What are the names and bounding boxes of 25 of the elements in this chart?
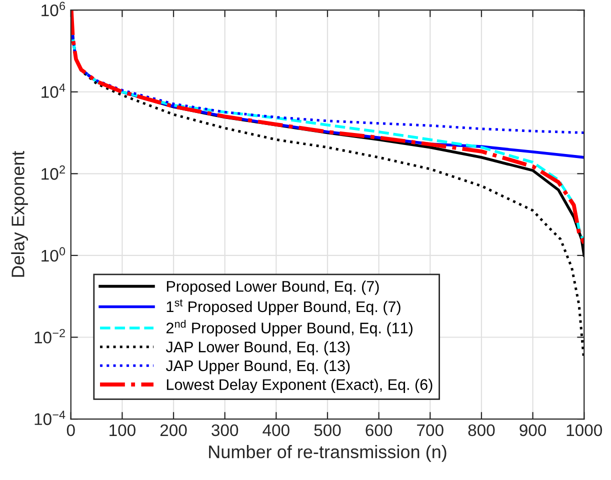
y-tick-label: 10$^{4}$ (42, 84, 66, 98)
x-tick-label: 700 (417, 424, 444, 436)
x-tick-label: 900 (520, 424, 546, 436)
x-tick-label: 1000 (566, 424, 602, 436)
y-tick-label: 10$^{2}$ (42, 165, 65, 180)
x-tick-label: 100 (110, 424, 136, 436)
legend-label: Lowest Delay Exponent (Exact), Eq. (6) (166, 378, 432, 394)
y-tick-label: 10$^{−2}$ (34, 328, 65, 344)
y-axis-title: Delay Exponent (11, 150, 28, 277)
x-axis-title: Number of re-transmission (n) (209, 444, 446, 462)
y-tick-label: 10$^{0}$ (42, 247, 66, 262)
y-tick-label: 10$^{−4}$ (34, 410, 66, 426)
y-tick-label: 10$^{6}$ (42, 2, 66, 16)
legend-label: JAP Lower Bound, Eq. (13) (166, 341, 350, 356)
legend-label: 2$^{nd}$ Proposed Upper Bound, Eq. (11) (166, 320, 412, 336)
x-tick-label: 400 (262, 424, 290, 436)
legend-label: 1$^{st}$ Proposed Upper Bound, Eq. (7) (166, 299, 400, 316)
x-tick-label: 0 (66, 424, 75, 436)
x-tick-label: 500 (314, 424, 341, 436)
x-tick-label: 600 (366, 424, 392, 436)
legend-label: JAP Upper Bound, Eq. (13) (166, 360, 350, 374)
x-tick-label: 200 (160, 424, 187, 436)
legend-label: Proposed Lower Bound, Eq. (7) (166, 280, 379, 295)
x-tick-label: 300 (212, 424, 238, 436)
x-tick-label: 800 (468, 424, 495, 436)
